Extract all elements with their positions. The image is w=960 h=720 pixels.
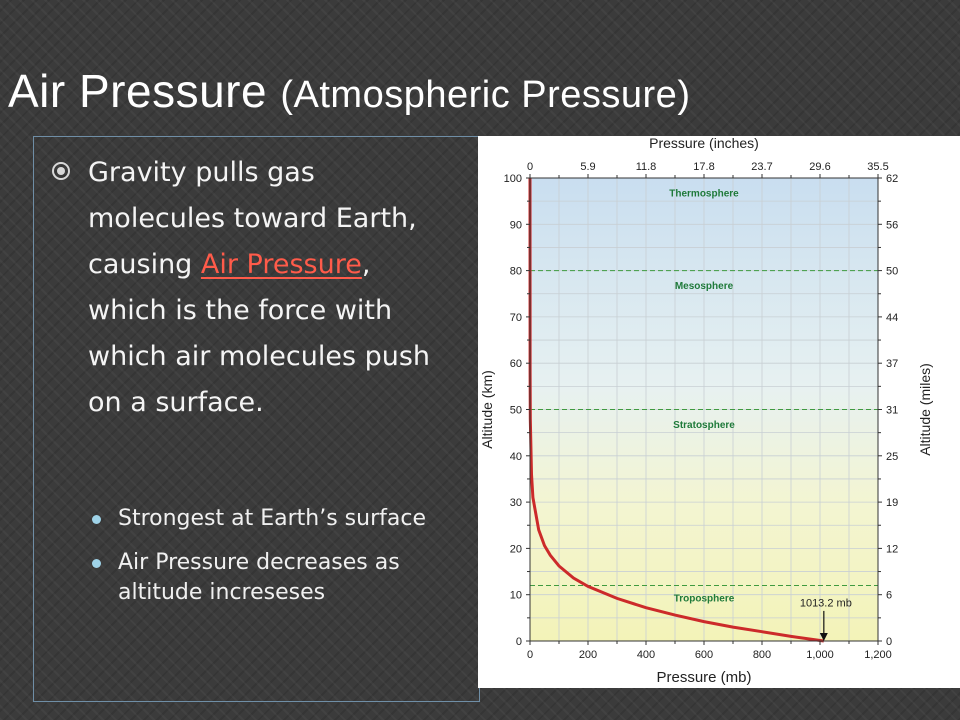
top-tick-label: 35.5 (867, 161, 888, 173)
sub-bullet-text: Air Pressure decreases as altitude incre… (118, 550, 400, 605)
x-tick-label: 800 (753, 649, 771, 661)
top-tick-label: 23.7 (751, 161, 772, 173)
y-tick-label: 50 (510, 405, 522, 417)
y-tick-label: 20 (510, 543, 522, 555)
air-pressure-term: Air Pressure (200, 249, 362, 280)
axis-ticks (526, 174, 882, 645)
right-tick-label: 44 (886, 312, 898, 324)
y-tick-label: 80 (510, 266, 522, 278)
main-bullet-text: Gravity pulls gas molecules toward Earth… (88, 150, 452, 426)
right-tick-label: 37 (886, 358, 898, 370)
x-tick-label: 1,200 (864, 649, 892, 661)
top-tick-label: 11.8 (636, 161, 657, 173)
layer-label: Troposphere (674, 594, 735, 605)
right-tick-label: 6 (886, 590, 892, 602)
right-tick-label: 25 (886, 451, 898, 463)
top-axis-title: Pressure (inches) (649, 136, 759, 151)
slide-title: Air Pressure (Atmospheric Pressure) (8, 64, 690, 118)
right-tick-label: 19 (886, 497, 898, 509)
y-tick-label: 70 (510, 312, 522, 324)
sub-bullet-text: Strongest at Earth’s surface (118, 506, 426, 531)
y-axis-title: Altitude (km) (479, 370, 495, 449)
right-tick-label: 31 (886, 405, 898, 417)
pressure-altitude-chart: Troposphere Stratosphere Mesosphere Thermos… (478, 136, 960, 688)
top-tick-label: 29.6 (809, 161, 830, 173)
bullet-text-before: Gravity pulls gas molecules toward Earth… (88, 157, 417, 280)
x-tick-label: 0 (527, 649, 533, 661)
x-tick-label: 400 (637, 649, 655, 661)
pressure-curve (528, 177, 825, 643)
layer-label: Thermosphere (669, 189, 739, 200)
sub-bullet-item: Air Pressure decreases as altitude incre… (92, 548, 452, 608)
sub-bullet-list: Strongest at Earth’s surface Air Pressur… (92, 504, 452, 622)
y-tick-label: 100 (504, 173, 522, 185)
circle-bullet-icon (52, 162, 70, 180)
y-tick-label: 0 (516, 636, 522, 648)
y-tick-label: 90 (510, 219, 522, 231)
layer-boundaries: Troposphere Stratosphere Mesosphere Thermos… (530, 189, 878, 605)
bullet-text-after: , which is the force with which air mole… (88, 249, 431, 418)
layer-label: Mesosphere (675, 281, 734, 292)
main-bullet: Gravity pulls gas molecules toward Earth… (52, 150, 452, 426)
x-axis-title: Pressure (mb) (656, 669, 751, 686)
right-tick-label: 62 (886, 173, 898, 185)
right-tick-label: 0 (886, 636, 892, 648)
sub-bullet-item: Strongest at Earth’s surface (92, 504, 452, 534)
top-tick-label: 0 (527, 161, 533, 173)
arrow-down-icon (819, 633, 828, 641)
top-tick-label: 5.9 (580, 161, 595, 173)
y-tick-label: 30 (510, 497, 522, 509)
chart-svg: Troposphere Stratosphere Mesosphere Thermos… (478, 136, 960, 688)
surface-pressure-annotation: 1013.2 mb (800, 597, 852, 641)
right-tick-label: 50 (886, 266, 898, 278)
right-tick-label: 12 (886, 543, 898, 555)
title-main: Air Pressure (8, 65, 268, 117)
right-axis-title: Altitude (miles) (917, 363, 933, 456)
y-tick-label: 40 (510, 451, 522, 463)
top-tick-label: 17.8 (693, 161, 714, 173)
x-tick-label: 200 (579, 649, 597, 661)
x-tick-label: 1,000 (806, 649, 834, 661)
bullet-dot-icon (92, 559, 101, 568)
bullet-dot-icon (92, 515, 101, 524)
right-tick-label: 56 (886, 219, 898, 231)
annotation-label: 1013.2 mb (800, 597, 852, 609)
y-tick-label: 60 (510, 358, 522, 370)
y-tick-label: 10 (510, 590, 522, 602)
x-tick-label: 600 (695, 649, 713, 661)
layer-label: Stratosphere (673, 420, 735, 431)
title-subtitle: (Atmospheric Pressure) (280, 74, 691, 116)
